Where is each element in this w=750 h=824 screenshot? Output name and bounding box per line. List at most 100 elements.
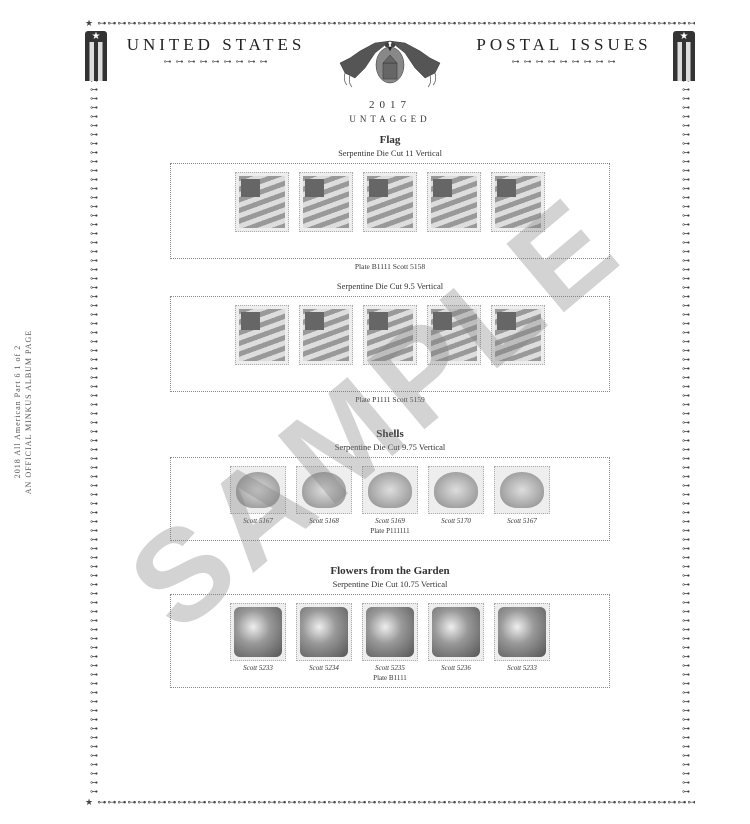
scott-number: Scott 5234 — [309, 664, 339, 673]
shell-icon — [500, 472, 543, 509]
flag-icon — [495, 176, 542, 228]
section-title: Flag — [105, 134, 675, 146]
stamp-placeholder — [491, 305, 545, 365]
stamp-slot: Scott 5167 — [494, 466, 550, 536]
stamp-placeholder — [494, 603, 550, 661]
stamp-slot: Scott 5236 — [428, 603, 484, 683]
stamp-slot — [235, 172, 289, 254]
scott-number: Scott 5168 — [309, 517, 339, 526]
scott-number: Scott 5233 — [243, 664, 273, 673]
section-subtitle: Serpentine Die Cut 9.5 Vertical — [105, 281, 675, 291]
scott-number: Scott 5235 — [375, 664, 405, 673]
stamp-slot — [491, 305, 545, 387]
stamp-slot — [363, 305, 417, 387]
flag-icon — [431, 309, 478, 361]
header-title-right: POSTAL ISSUES ⊶ ⊶ ⊶ ⊶ ⊶ ⊶ ⊶ ⊶ ⊶ — [455, 33, 673, 66]
stamp-slot: Scott 5234 — [296, 603, 352, 683]
shell-icon — [236, 472, 279, 509]
stamp-slot — [299, 172, 353, 254]
stamp-frame: Scott 5167 Scott 5168 Scott 5169Plate P111… — [170, 457, 610, 541]
section-subtitle: Serpentine Die Cut 9.75 Vertical — [105, 442, 675, 452]
stamp-placeholder — [235, 305, 289, 365]
flower-icon — [366, 607, 415, 657]
flag-icon — [431, 176, 478, 228]
stamp-placeholder — [427, 172, 481, 232]
shell-icon — [434, 472, 477, 509]
flower-icon — [432, 607, 481, 657]
scott-number: Scott 5167 — [507, 517, 537, 526]
scott-number: Scott 5170 — [441, 517, 471, 526]
stamp-placeholder — [362, 466, 418, 514]
flower-icon — [234, 607, 283, 657]
border-top: ★ ⊶⊶⊶⊶⊶⊶⊶⊶⊶⊶⊶⊶⊶⊶⊶⊶⊶⊶⊶⊶⊶⊶⊶⊶⊶⊶⊶⊶⊶⊶⊶⊶⊶⊶⊶⊶⊶⊶… — [85, 18, 695, 29]
stamp-slot: Scott 5170 — [428, 466, 484, 536]
flag-icon — [239, 176, 286, 228]
border-bottom: ★ ⊶⊶⊶⊶⊶⊶⊶⊶⊶⊶⊶⊶⊶⊶⊶⊶⊶⊶⊶⊶⊶⊶⊶⊶⊶⊶⊶⊶⊶⊶⊶⊶⊶⊶⊶⊶⊶⊶… — [85, 797, 695, 808]
year-text: 2017 — [85, 99, 695, 111]
frame-caption: Plate B1111 Scott 5158 — [105, 262, 675, 271]
stamp-frame — [170, 296, 610, 392]
flag-icon — [367, 309, 414, 361]
stamp-slot — [427, 172, 481, 254]
flag-icon — [239, 309, 286, 361]
frame-caption: Plate P1111 Scott 5159 — [105, 395, 675, 404]
stamp-slot — [299, 305, 353, 387]
untagged-text: UNTAGGED — [85, 114, 695, 124]
page-header: UNITED STATES ⊶ ⊶ ⊶ ⊶ ⊶ ⊶ ⊶ ⊶ ⊶ — [85, 33, 695, 93]
sections-container: Flag Serpentine Die Cut 11 Vertical Plate … — [85, 134, 695, 698]
stamp-placeholder — [299, 305, 353, 365]
stamp-section: Flag Serpentine Die Cut 11 Vertical Plate … — [85, 134, 695, 414]
section-title: Flowers from the Garden — [105, 565, 675, 577]
stamp-frame — [170, 163, 610, 259]
stamp-slot: Scott 5233 — [494, 603, 550, 683]
stamp-slot: Scott 5233 — [230, 603, 286, 683]
stamp-placeholder — [230, 466, 286, 514]
stamp-placeholder — [362, 603, 418, 661]
flower-icon — [300, 607, 349, 657]
stamp-slot — [363, 172, 417, 254]
plate-number: Plate P111111 — [370, 527, 409, 536]
shell-icon — [368, 472, 411, 509]
stamp-placeholder — [494, 466, 550, 514]
pillar-right-icon — [673, 33, 695, 81]
album-page: ★ ⊶⊶⊶⊶⊶⊶⊶⊶⊶⊶⊶⊶⊶⊶⊶⊶⊶⊶⊶⊶⊶⊶⊶⊶⊶⊶⊶⊶⊶⊶⊶⊶⊶⊶⊶⊶⊶⊶… — [60, 10, 720, 814]
stamp-placeholder — [299, 172, 353, 232]
section-subtitle: Serpentine Die Cut 11 Vertical — [105, 148, 675, 158]
section-title: Shells — [105, 428, 675, 440]
stamp-placeholder — [428, 603, 484, 661]
stamp-slot — [427, 305, 481, 387]
flag-icon — [495, 309, 542, 361]
stamp-section: Shells Serpentine Die Cut 9.75 Vertical Sc… — [85, 428, 695, 551]
stamp-placeholder — [235, 172, 289, 232]
stamp-placeholder — [428, 466, 484, 514]
stamp-slot: Scott 5167 — [230, 466, 286, 536]
stamp-slot — [491, 172, 545, 254]
stamp-section: Flowers from the GardenSerpentine Die Cu… — [85, 565, 695, 698]
stamp-placeholder — [427, 305, 481, 365]
stamp-placeholder — [363, 305, 417, 365]
flag-icon — [367, 176, 414, 228]
stamp-slot: Scott 5169Plate P111111 — [362, 466, 418, 536]
plate-number: Plate B1111 — [373, 674, 407, 683]
eagle-crest-icon — [325, 33, 455, 93]
flag-icon — [303, 176, 350, 228]
stamp-placeholder — [491, 172, 545, 232]
scott-number: Scott 5167 — [243, 517, 273, 526]
stamp-frame: Scott 5233 Scott 5234 Scott 5235Plate B111… — [170, 594, 610, 688]
flag-icon — [303, 309, 350, 361]
border-left: ⊶⊶⊶⊶⊶⊶⊶⊶⊶⊶⊶⊶⊶⊶⊶⊶⊶⊶⊶⊶⊶⊶⊶⊶⊶⊶⊶⊶⊶⊶⊶⊶⊶⊶⊶⊶⊶⊶⊶⊶… — [88, 40, 100, 794]
stamp-slot — [235, 305, 289, 387]
scott-number: Scott 5233 — [507, 664, 537, 673]
scott-number: Scott 5236 — [441, 664, 471, 673]
pillar-left-icon — [85, 33, 107, 81]
header-title-left: UNITED STATES ⊶ ⊶ ⊶ ⊶ ⊶ ⊶ ⊶ ⊶ ⊶ — [107, 33, 325, 66]
side-publisher-text: 2018 All American Part 6 1 of 2 AN OFFIC… — [12, 330, 34, 494]
scott-number: Scott 5169 — [375, 517, 405, 526]
stamp-slot: Scott 5168 — [296, 466, 352, 536]
stamp-placeholder — [296, 603, 352, 661]
stamp-placeholder — [230, 603, 286, 661]
border-right: ⊶⊶⊶⊶⊶⊶⊶⊶⊶⊶⊶⊶⊶⊶⊶⊶⊶⊶⊶⊶⊶⊶⊶⊶⊶⊶⊶⊶⊶⊶⊶⊶⊶⊶⊶⊶⊶⊶⊶⊶… — [680, 40, 692, 794]
stamp-slot: Scott 5235Plate B1111 — [362, 603, 418, 683]
stamp-placeholder — [296, 466, 352, 514]
year-block: 2017 UNTAGGED — [85, 99, 695, 124]
